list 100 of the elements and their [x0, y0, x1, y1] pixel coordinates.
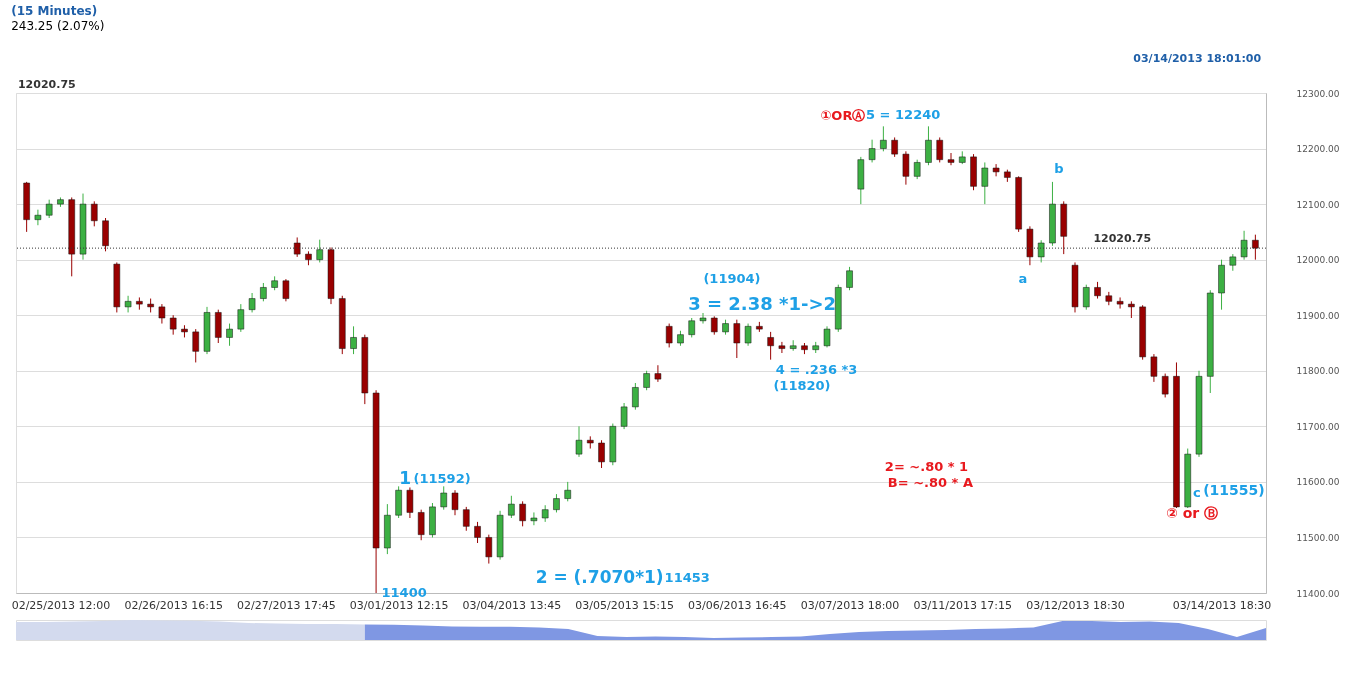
- candlestick: [632, 382, 639, 411]
- annotation: (11555): [1203, 482, 1265, 499]
- candlestick: [1116, 296, 1124, 310]
- x-tick-label: 03/14/2013 18:30: [1172, 598, 1272, 612]
- candlestick: [598, 439, 605, 469]
- candlestick: [1083, 284, 1090, 311]
- x-tick-label: 03/07/2013 18:00: [800, 598, 900, 612]
- candlestick: [440, 485, 447, 511]
- candlestick: [34, 209, 42, 226]
- candlestick: [463, 506, 470, 532]
- annotation: 11453: [664, 569, 710, 585]
- candlestick: [1240, 230, 1248, 261]
- candlestick: [744, 323, 752, 347]
- x-tick-label: 03/12/2013 18:30: [1026, 598, 1125, 612]
- annotation: a: [1018, 270, 1028, 286]
- y-tick-label: 12300.00: [1296, 88, 1340, 99]
- candlestick: [733, 319, 741, 359]
- candlestick: [936, 136, 943, 163]
- annotation: 3 = 2.38 *1->2: [688, 292, 837, 314]
- annotation: (11592): [413, 470, 471, 486]
- candlestick: [553, 493, 560, 513]
- candlestick: [530, 511, 538, 526]
- chart-subtitle: 243.25 (2.07%): [11, 19, 105, 33]
- candlestick: [846, 266, 853, 291]
- candlestick: [485, 534, 493, 565]
- candlestick: [880, 125, 887, 152]
- candlestick: [665, 323, 673, 348]
- y-tick-label: 11900.00: [1296, 310, 1340, 321]
- candlestick: [654, 364, 662, 383]
- candlestick: [778, 341, 786, 354]
- candlestick: [417, 509, 425, 541]
- annotation: ①ORⒶ: [820, 108, 866, 124]
- annotation: 1: [399, 467, 412, 488]
- annotation: B= ~.80 * A: [887, 475, 973, 491]
- candlestick: [316, 239, 323, 263]
- candlestick: [1037, 239, 1045, 263]
- candlestick: [237, 303, 245, 333]
- chart-title: (15 Minutes): [11, 4, 98, 18]
- candlestick: [192, 328, 199, 363]
- candlestick: [508, 495, 515, 519]
- annotation: 11400: [381, 585, 427, 600]
- annotation: (11904): [703, 270, 761, 286]
- annotation: ② or Ⓑ: [1166, 504, 1219, 521]
- candlestick: [575, 425, 583, 458]
- candlestick: [564, 481, 571, 502]
- candlestick: [169, 314, 177, 336]
- y-tick-label: 12100.00: [1296, 199, 1340, 210]
- candlestick: [248, 292, 256, 313]
- annotation: 5 = 12240: [866, 106, 941, 122]
- candlestick: [891, 136, 898, 158]
- candlestick: [226, 323, 233, 347]
- text: 12020.75: [17, 78, 76, 91]
- candlestick: [474, 521, 481, 544]
- candlestick: [981, 161, 989, 205]
- candlestick: [699, 312, 707, 325]
- candlestick: [992, 163, 1000, 177]
- candlestick: [868, 139, 876, 163]
- candlestick: [823, 325, 831, 348]
- text: 03/14/2013 18:01:00: [1133, 52, 1262, 65]
- x-tick-label: 03/04/2013 13:45: [462, 598, 562, 612]
- candlestick: [902, 150, 910, 186]
- candlestick: [1161, 373, 1169, 398]
- candlestick: [282, 278, 290, 302]
- candlestick: [925, 125, 932, 166]
- x-tick-label: 02/26/2013 16:15: [124, 598, 223, 612]
- y-tick-label: 11600.00: [1296, 477, 1340, 488]
- candlestick: [1150, 353, 1158, 383]
- candlestick: [519, 500, 526, 527]
- candlestick: [124, 295, 132, 313]
- candlestick: [711, 315, 718, 336]
- candlestick: [45, 199, 53, 219]
- annotation: b: [1054, 160, 1064, 176]
- y-tick-label: 11400.00: [1296, 588, 1340, 599]
- annotation: 2 = (.7070*1): [535, 566, 664, 587]
- candlestick: [293, 236, 301, 258]
- candlestick: [451, 489, 459, 516]
- candlestick: [91, 200, 98, 227]
- y-tick-label: 12000.00: [1296, 255, 1340, 266]
- candlestick: [688, 317, 695, 338]
- candlestick: [643, 370, 650, 391]
- y-tick-label: 11700.00: [1296, 421, 1340, 432]
- candlestick: [350, 325, 357, 355]
- x-tick-label: 02/25/2013 12:00: [11, 598, 111, 612]
- candlestick: [260, 282, 267, 302]
- candlestick: [1252, 234, 1259, 261]
- candlestick: [620, 402, 628, 430]
- annotation: (11820): [773, 377, 831, 393]
- x-tick-label: 02/27/2013 17:45: [237, 598, 336, 612]
- candlestick: [767, 331, 774, 361]
- candlestick: [947, 152, 955, 166]
- candlestick: [406, 486, 414, 519]
- annotation: 4 = .236 *3: [775, 362, 858, 378]
- annotation: c: [1193, 485, 1201, 500]
- x-tick-label: 03/06/2013 16:45: [688, 598, 787, 612]
- y-tick-label: 11800.00: [1296, 366, 1340, 377]
- y-tick-label: 12200.00: [1296, 144, 1340, 155]
- x-tick-label: 03/11/2013 17:15: [913, 598, 1013, 612]
- x-tick-label: 03/01/2013 12:15: [349, 598, 449, 612]
- ref-line-label: 12020.75: [1093, 232, 1152, 246]
- x-tick-label: 03/05/2013 15:15: [575, 598, 674, 612]
